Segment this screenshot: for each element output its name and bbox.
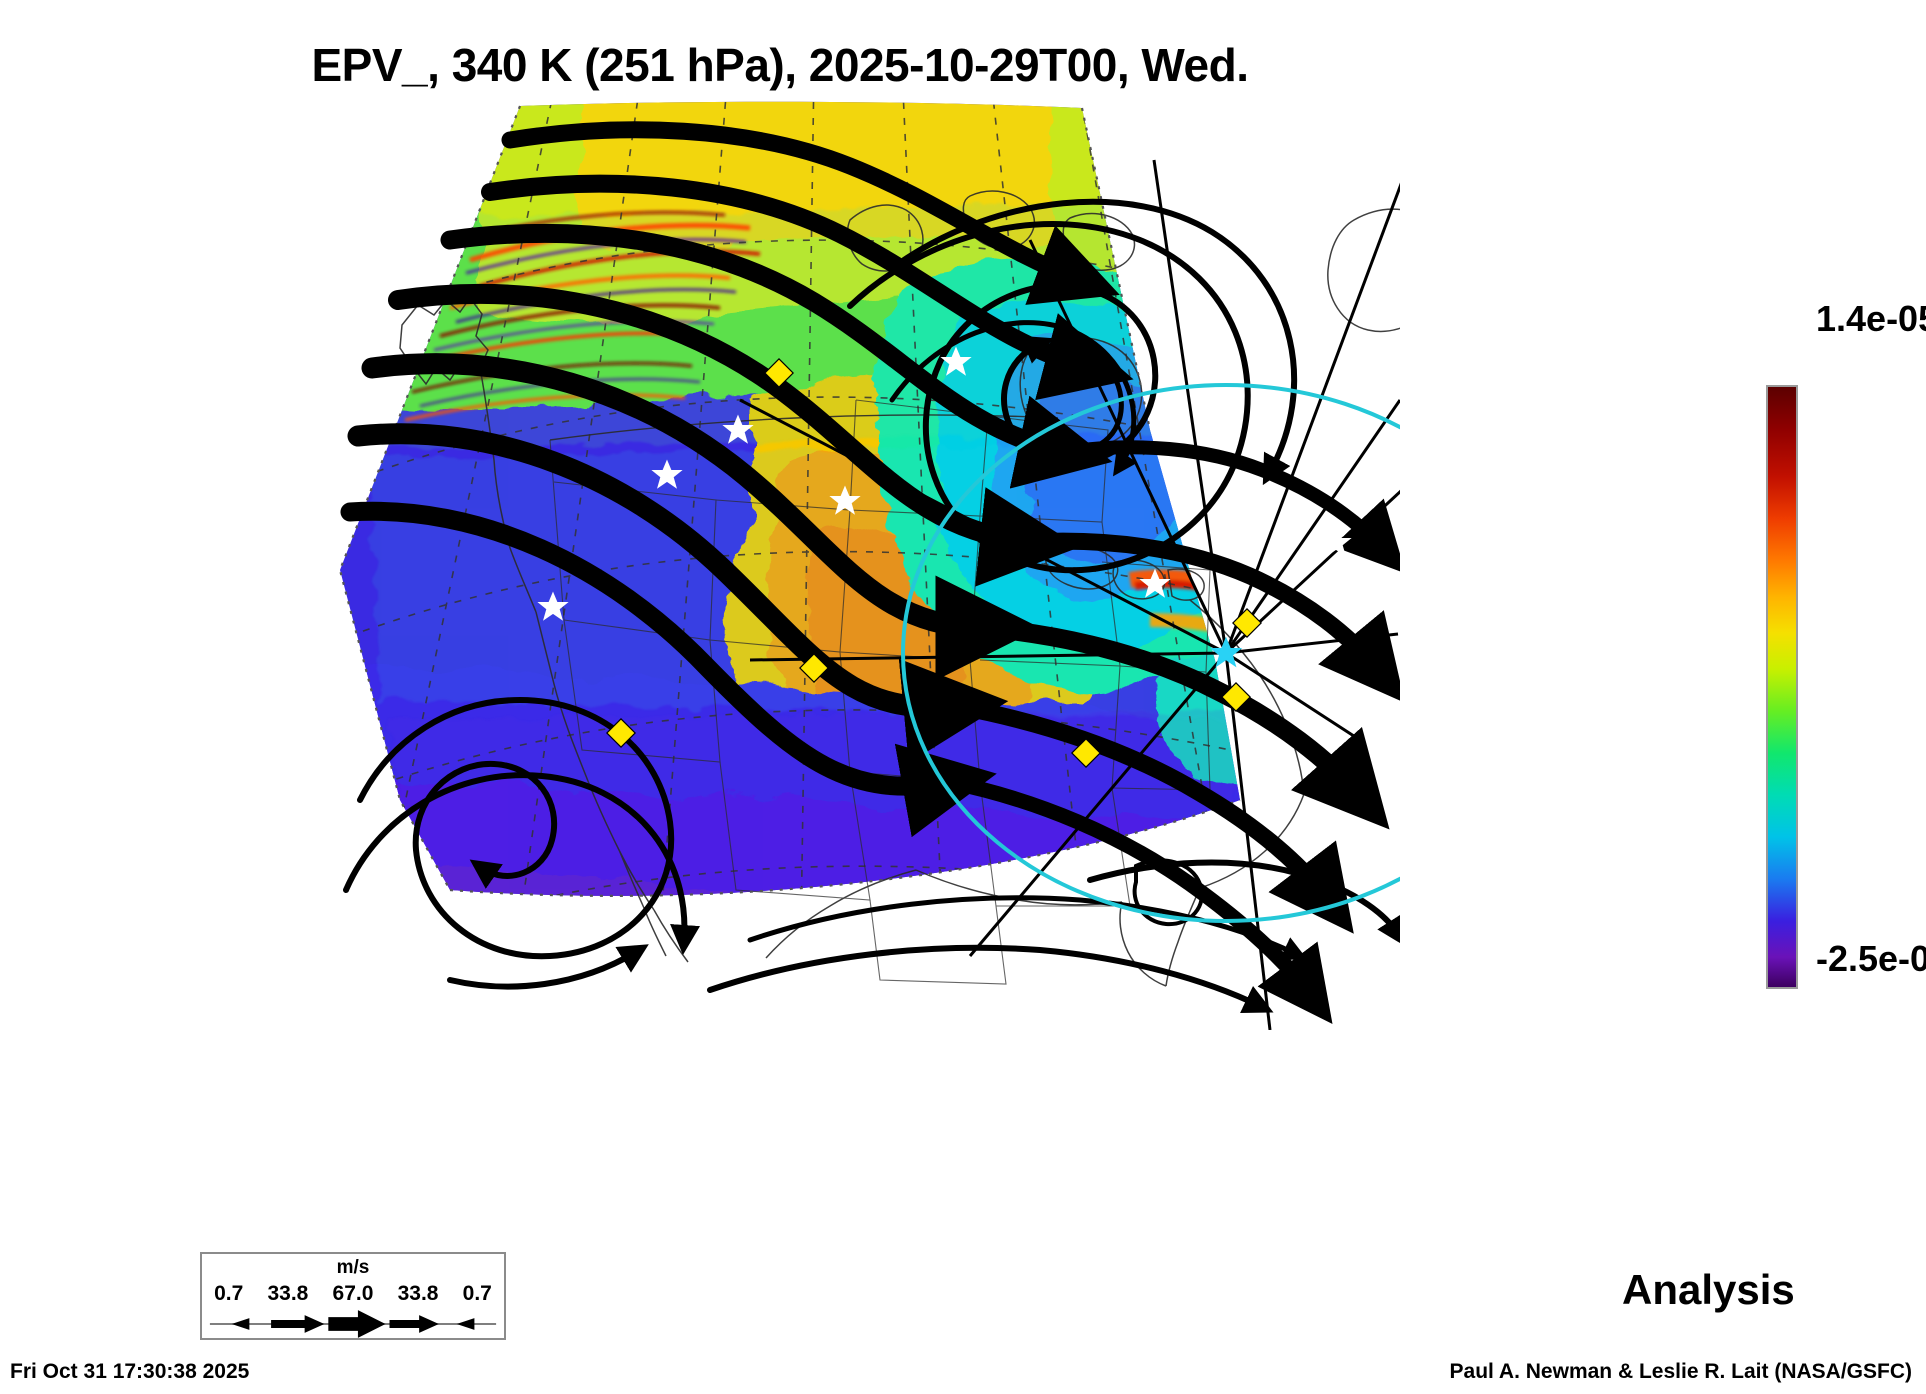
site-marker[interactable] xyxy=(799,653,829,683)
site-marker[interactable] xyxy=(1221,682,1251,712)
range-ring xyxy=(901,383,1400,923)
station-marker[interactable] xyxy=(1139,568,1171,598)
wind-tick-3: 33.8 xyxy=(397,1282,439,1305)
page-title: EPV_, 340 K (251 hPa), 2025-10-29T00, We… xyxy=(311,39,1249,91)
colorbar-gradient[interactable] xyxy=(1766,385,1798,989)
colorbar-min-label: -2.5e-06 xyxy=(1816,938,1926,979)
station-marker[interactable] xyxy=(1320,527,1352,557)
station-marker[interactable] xyxy=(651,459,683,489)
wind-legend-unit: m/s xyxy=(336,1257,370,1278)
site-marker[interactable] xyxy=(764,358,794,388)
epv-map[interactable] xyxy=(150,100,1400,1030)
wind-streamlines xyxy=(340,121,1400,1024)
station-marker[interactable] xyxy=(940,346,972,376)
analysis-label: Analysis xyxy=(1622,1266,1795,1313)
generation-timestamp: Fri Oct 31 17:30:38 2025 xyxy=(10,1360,250,1383)
map-panel[interactable] xyxy=(150,100,1400,1030)
site-markers[interactable] xyxy=(606,358,1262,768)
station-markers[interactable] xyxy=(537,346,1352,621)
site-marker[interactable] xyxy=(1232,608,1262,638)
wind-speed-legend: m/s 0.7 33.8 67.0 33.8 0.7 xyxy=(200,1252,506,1340)
wind-tick-4: 0.7 xyxy=(462,1282,492,1305)
center-marker[interactable] xyxy=(1209,636,1243,668)
wind-legend-ticks: 0.7 33.8 67.0 33.8 0.7 xyxy=(202,1282,504,1306)
wind-tick-0: 0.7 xyxy=(214,1282,244,1305)
wind-legend-arrows xyxy=(209,1310,497,1338)
wind-tick-1: 33.8 xyxy=(267,1282,309,1305)
station-marker[interactable] xyxy=(537,591,569,621)
great-circle-radials xyxy=(739,159,1400,1030)
wind-tick-2: 67.0 xyxy=(332,1282,374,1305)
site-marker[interactable] xyxy=(1071,738,1101,768)
credit-line: Paul A. Newman & Leslie R. Lait (NASA/GS… xyxy=(1449,1360,1912,1383)
colorbar-max-label: 1.4e-05 xyxy=(1816,298,1926,339)
colorbar[interactable] xyxy=(1766,385,1798,989)
station-marker[interactable] xyxy=(722,414,754,444)
site-marker[interactable] xyxy=(606,718,636,748)
station-marker[interactable] xyxy=(829,485,861,515)
